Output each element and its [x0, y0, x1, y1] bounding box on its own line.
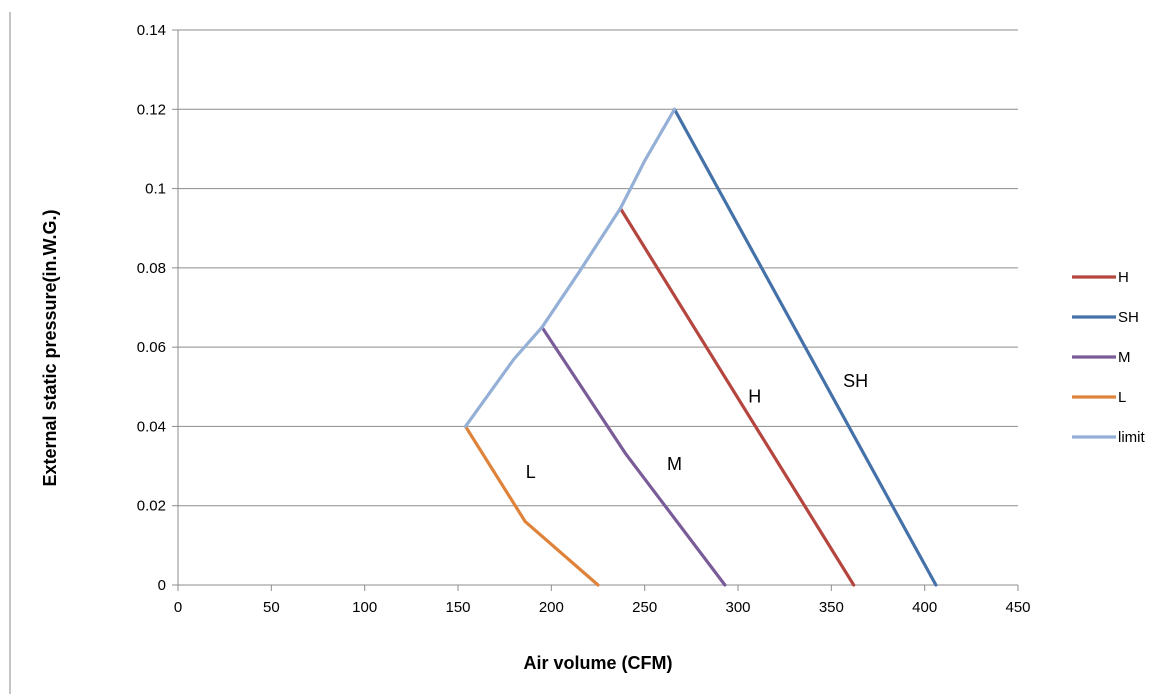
y-tick-label: 0.06 [137, 339, 166, 356]
series-lines [463, 107, 938, 587]
curve-label-M: M [667, 454, 682, 474]
x-tick-label: 50 [263, 599, 280, 616]
y-tick-label: 0.04 [137, 418, 166, 435]
x-axis-title: Air volume (CFM) [523, 653, 672, 673]
legend-label-M: M [1118, 349, 1131, 366]
x-tick-label: 400 [912, 599, 937, 616]
y-tick-label: 0.02 [137, 498, 166, 515]
grid-lines [178, 29, 1018, 507]
y-tick-label: 0 [158, 577, 166, 594]
series-line-limit [463, 107, 677, 428]
x-tick-label: 250 [632, 599, 657, 616]
x-tick-label: 100 [352, 599, 377, 616]
y-tick-label: 0.1 [145, 181, 166, 198]
curve-label-L: L [526, 462, 536, 482]
series-line-L [463, 424, 600, 587]
legend-label-SH: SH [1118, 309, 1139, 326]
series-line-M [540, 325, 727, 587]
legend-label-H: H [1118, 269, 1129, 286]
y-axis-title: External static pressure(in.W.G.) [40, 209, 60, 486]
curve-label-H: H [748, 387, 761, 407]
series-line-H [618, 206, 856, 587]
x-tick-label: 450 [1005, 599, 1030, 616]
x-tick-labels: 0 50 100 150 200 250 300 350 400 450 [174, 599, 1031, 616]
x-tick-label: 350 [819, 599, 844, 616]
legend-label-limit: limit [1118, 429, 1145, 446]
legend-label-L: L [1118, 389, 1126, 406]
curve-annotations: L M H SH [526, 371, 868, 482]
axes [172, 29, 1019, 591]
x-tick-label: 200 [539, 599, 564, 616]
curve-label-SH: SH [843, 371, 868, 391]
y-tick-label: 0.12 [137, 101, 166, 118]
x-tick-label: 0 [174, 599, 182, 616]
x-tick-label: 150 [445, 599, 470, 616]
x-tick-label: 300 [725, 599, 750, 616]
y-tick-label: 0.14 [137, 22, 166, 39]
y-tick-label: 0.08 [137, 260, 166, 277]
y-tick-labels: 0 0.02 0.04 0.06 0.08 0.1 0.12 0.14 [137, 22, 166, 594]
series-line-SH [672, 107, 938, 587]
